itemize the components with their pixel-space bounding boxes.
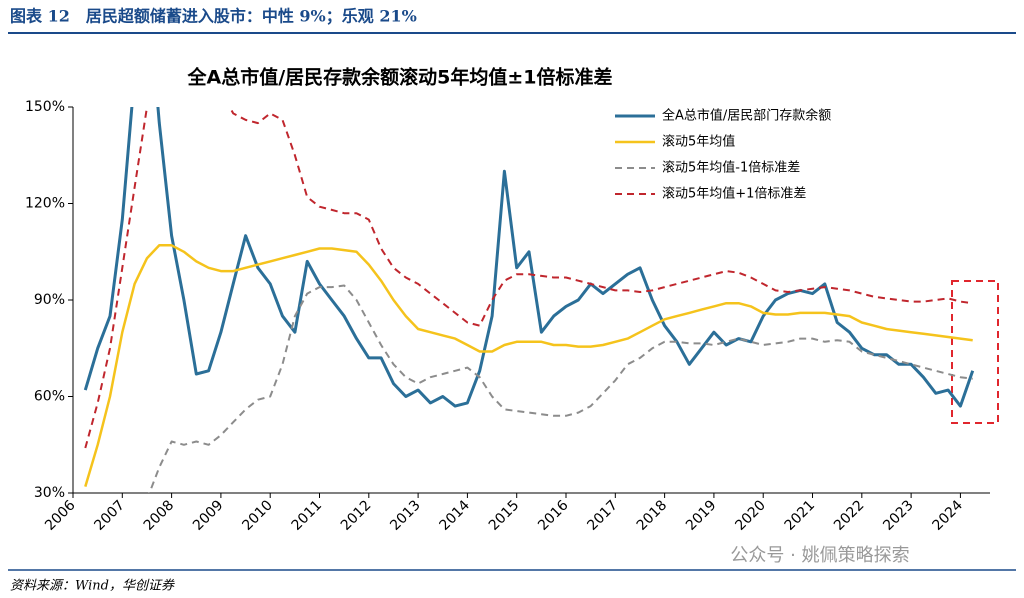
watermark: 公众号 · 姚佩策略探索: [730, 545, 909, 566]
header: 图表 12 居民超额储蓄进入股市：中性 9%；乐观 21%: [10, 7, 417, 26]
x-tick-label: 2024: [930, 497, 967, 534]
legend-label: 滚动5年均值-1倍标准差: [662, 160, 800, 176]
y-tick-label: 30%: [34, 485, 65, 501]
chart-title: 全A总市值/居民存款余额滚动5年均值±1倍标准差: [186, 66, 612, 89]
footer: 资料来源：Wind，华创证券: [10, 579, 175, 594]
x-tick-label: 2014: [437, 497, 474, 534]
x-tick-label: 2015: [486, 497, 523, 534]
x-tick-label: 2016: [535, 497, 572, 534]
y-tick-label: 150%: [25, 99, 65, 115]
x-tick-label: 2022: [831, 497, 868, 534]
y-tick-label: 120%: [25, 196, 65, 212]
legend-label: 滚动5年均值: [662, 134, 735, 150]
x-tick-label: 2013: [387, 497, 424, 534]
x-tick-label: 2010: [239, 497, 276, 534]
legend-label: 全A总市值/居民部门存款余额: [662, 108, 831, 124]
x-tick-label: 2023: [880, 497, 917, 534]
x-tick-label: 2011: [289, 497, 326, 534]
x-tick-label: 2007: [91, 497, 128, 534]
series-line: [83, 107, 975, 408]
legend-label: 滚动5年均值+1倍标准差: [662, 186, 806, 202]
plot-area: [83, 107, 975, 493]
x-tick-label: 2019: [683, 497, 720, 534]
x-tick-label: 2018: [634, 497, 671, 534]
x-tick-label: 2009: [190, 497, 227, 534]
x-tick-label: 2021: [782, 497, 819, 534]
x-tick-label: 2017: [584, 497, 621, 534]
y-tick-label: 60%: [34, 389, 65, 405]
x-tick-label: 2006: [42, 497, 79, 534]
x-tick-label: 2012: [338, 497, 375, 534]
series-line: [84, 107, 973, 449]
x-tick-label: 2020: [732, 497, 769, 534]
series-line: [84, 244, 973, 487]
series-line: [148, 284, 973, 493]
y-tick-label: 90%: [34, 292, 65, 308]
highlight-box: [951, 280, 999, 424]
x-tick-label: 2008: [141, 497, 178, 534]
